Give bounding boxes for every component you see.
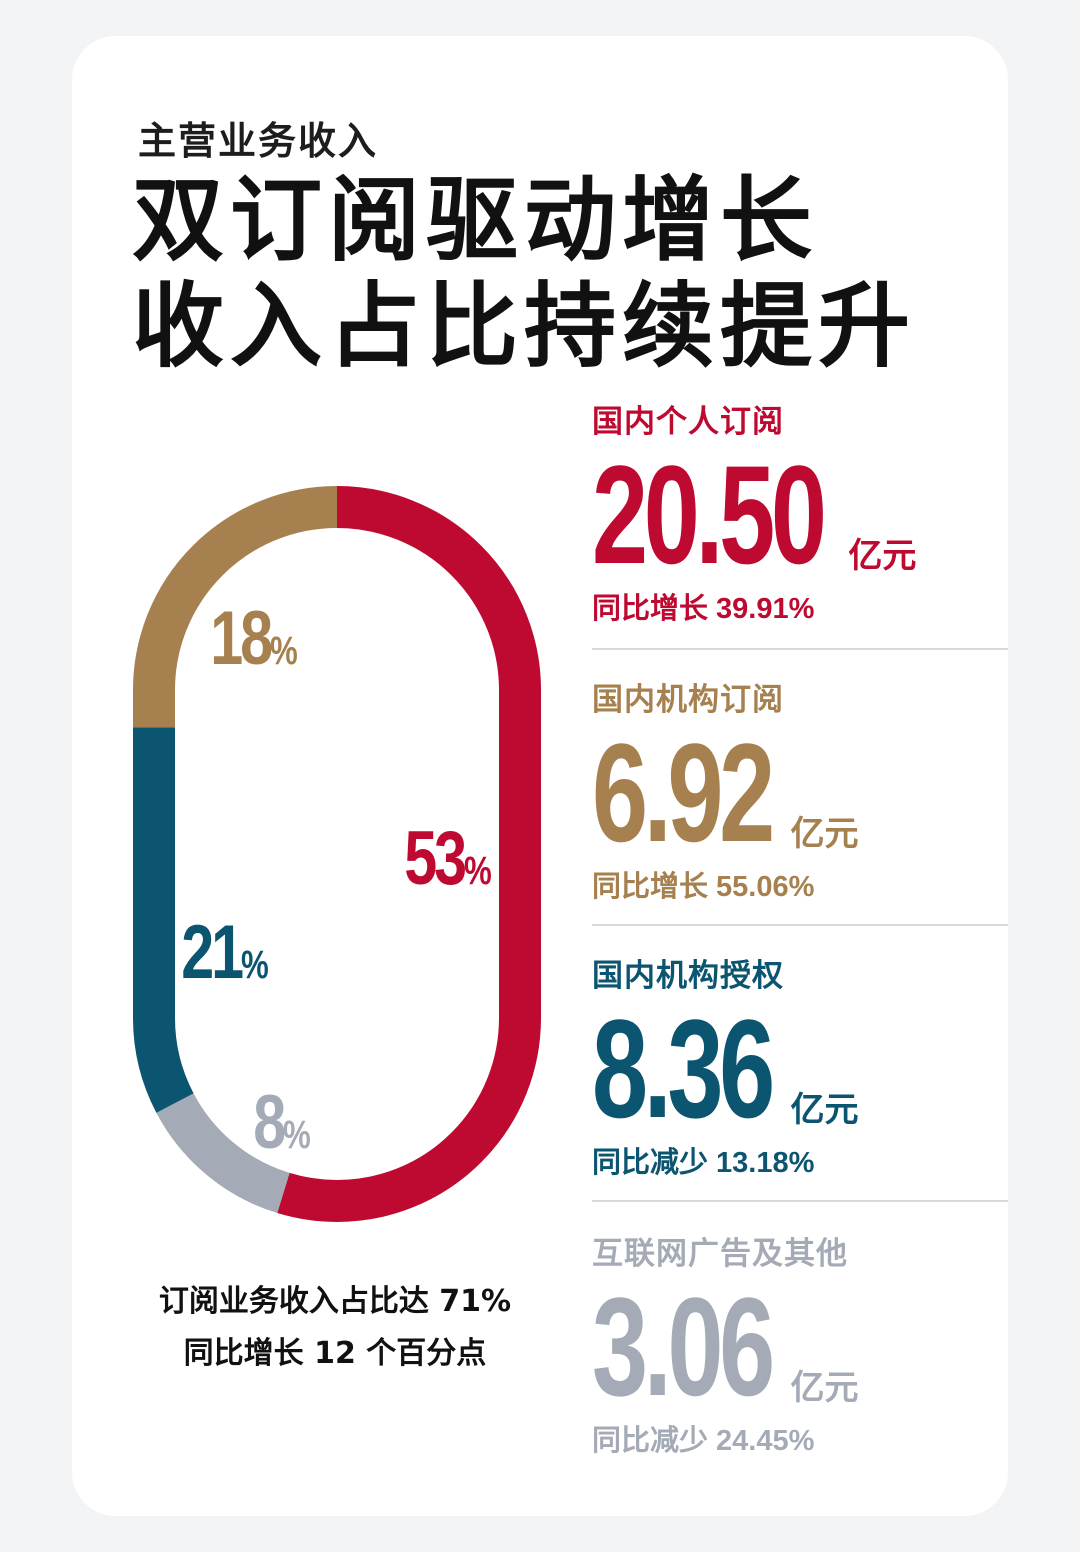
slice-label-2: 21%: [181, 910, 268, 995]
stat-yoy: 同比减少 13.18%: [592, 1139, 1008, 1181]
page-subtitle: 主营业务收入: [138, 119, 379, 163]
stat-yoy-value: 24.45%: [716, 1425, 815, 1457]
stat-yoy-label: 同比增长: [592, 591, 709, 625]
stat-personal-subscription: 国内个人订阅 20.50 亿元 同比增长 39.91%: [592, 396, 1008, 627]
stat-label: 互联网广告及其他: [592, 1236, 848, 1272]
ring-segment-3: [133, 485, 541, 1222]
stat-yoy: 同比增长 39.91%: [592, 585, 1008, 627]
page-headline: 双订阅驱动增长 收入占比持续提升: [132, 168, 916, 380]
stat-value-row: 8.36 亿元: [592, 990, 1008, 1147]
headline-line-1: 双订阅驱动增长: [132, 167, 819, 274]
divider: [592, 648, 1008, 650]
stat-label: 国内个人订阅: [592, 404, 784, 440]
stat-institution-license: 国内机构授权 8.36 亿元 同比减少 13.18%: [592, 950, 1008, 1181]
headline-line-2: 收入占比持续提升: [132, 273, 917, 380]
divider: [592, 924, 1008, 926]
stat-value-row: 6.92 亿元: [592, 714, 1008, 871]
stat-yoy-value: 55.06%: [716, 871, 815, 903]
stat-unit: 亿元: [848, 536, 917, 576]
stat-yoy-label: 同比减少: [592, 1423, 709, 1457]
divider: [592, 1200, 1008, 1202]
stat-yoy-label: 同比增长: [592, 869, 709, 903]
summary-line-1: 订阅业务收入占比达 71%: [158, 1284, 512, 1319]
stat-label: 国内机构订阅: [592, 682, 784, 718]
stat-value: 8.36: [592, 990, 775, 1147]
stat-value: 6.92: [592, 714, 775, 871]
slice-label-0: 53%: [404, 816, 491, 901]
stat-unit: 亿元: [790, 1090, 859, 1130]
stat-yoy-value: 13.18%: [716, 1147, 815, 1179]
stat-value: 20.50: [592, 436, 827, 593]
stat-value: 3.06: [592, 1268, 775, 1425]
ring-segments: [133, 485, 541, 1222]
stat-yoy: 同比增长 55.06%: [592, 863, 1008, 905]
stat-yoy: 同比减少 24.45%: [592, 1417, 1008, 1459]
stat-label: 国内机构授权: [592, 958, 784, 994]
ring-labels: 53% 8% 21% 18%: [181, 596, 491, 1165]
summary-line-2: 同比增长 12 个百分点: [183, 1336, 487, 1371]
summary-text: 订阅业务收入占比达 71% 同比增长 12 个百分点: [120, 1276, 550, 1380]
stat-value-row: 3.06 亿元: [592, 1268, 1008, 1425]
ring-segment-0: [133, 485, 541, 1222]
stat-unit: 亿元: [790, 814, 859, 854]
slice-label-3: 18%: [210, 596, 297, 681]
stat-yoy-value: 39.91%: [716, 593, 815, 625]
stat-internet-ads-other: 互联网广告及其他 3.06 亿元 同比减少 24.45%: [592, 1228, 1008, 1459]
stat-institution-subscription: 国内机构订阅 6.92 亿元 同比增长 55.06%: [592, 674, 1008, 905]
stat-value-row: 20.50 亿元: [592, 436, 1008, 593]
slice-label-1: 8%: [253, 1080, 311, 1165]
stat-unit: 亿元: [790, 1368, 859, 1408]
stat-yoy-label: 同比减少: [592, 1145, 709, 1179]
